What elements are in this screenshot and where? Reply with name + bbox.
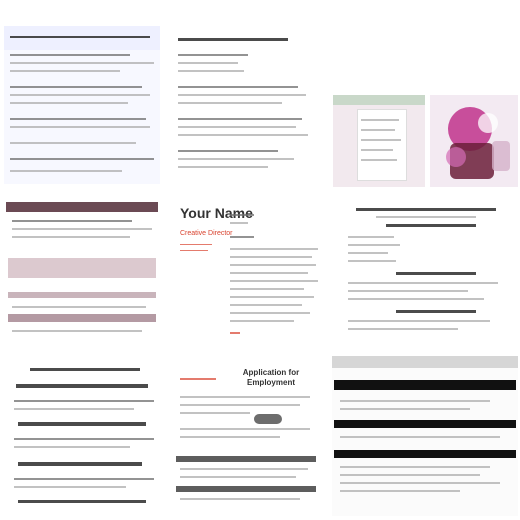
app-panel	[357, 109, 407, 181]
top-gray-band	[332, 356, 518, 368]
rose-band-2	[8, 292, 156, 298]
thumb-application-form[interactable]: Application for Employment	[170, 360, 320, 512]
rose-band-3	[8, 314, 156, 322]
thumb-form-top-left[interactable]	[4, 26, 160, 184]
thumb-form-bands[interactable]	[4, 196, 160, 342]
resume-name: Your Name	[180, 205, 253, 221]
gray-band-1	[176, 456, 316, 462]
thumb-app-screenshot[interactable]	[333, 95, 425, 187]
thumb-dense-form[interactable]	[4, 360, 160, 512]
black-bar-2	[334, 420, 516, 428]
resume-role: Creative Director	[180, 230, 233, 237]
thumb-black-bars[interactable]	[332, 356, 518, 516]
thumb-magenta-art[interactable]	[430, 95, 518, 187]
black-bar-1	[334, 380, 516, 390]
thumb-letter-top-middle[interactable]	[170, 26, 320, 186]
gray-band-2	[176, 486, 316, 492]
form-pill	[254, 414, 282, 424]
black-bar-3	[334, 450, 516, 458]
rose-band-1	[8, 258, 156, 278]
magenta-art-graphic	[446, 107, 510, 179]
app-topbar	[333, 95, 425, 105]
thumb-employment-form[interactable]	[336, 200, 518, 342]
application-title: Application for Employment	[242, 368, 300, 387]
form-header-band	[4, 26, 160, 50]
thumb-resume[interactable]: Your Name Creative Director	[170, 196, 320, 342]
maroon-band	[6, 202, 158, 212]
